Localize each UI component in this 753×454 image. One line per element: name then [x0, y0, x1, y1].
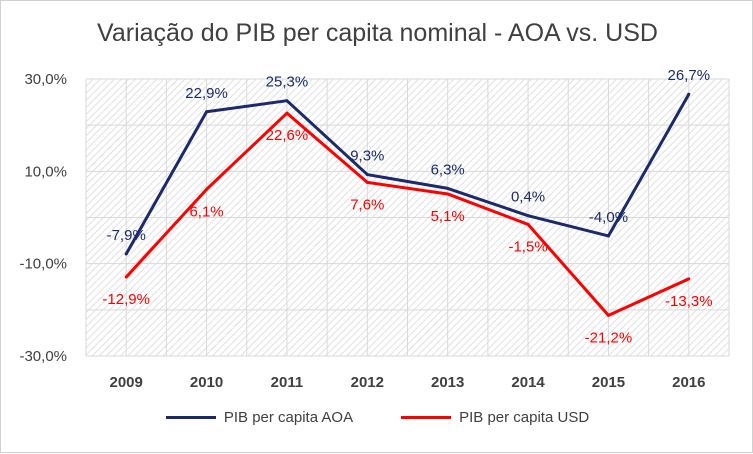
x-tick-label: 2012	[351, 374, 384, 391]
legend-item-aoa: PIB per capita AOA	[165, 409, 354, 426]
data-label: 6,3%	[431, 161, 465, 178]
x-tick-label: 2013	[431, 374, 464, 391]
data-label: -13,3%	[665, 293, 713, 310]
data-label: 0,4%	[511, 189, 545, 206]
series-line-usd	[125, 111, 690, 317]
x-tick-label: 2014	[511, 374, 545, 391]
data-point	[446, 192, 450, 196]
x-tick-label: 2009	[110, 374, 143, 391]
data-label: 5,1%	[431, 208, 465, 225]
data-label: 26,7%	[668, 67, 711, 84]
data-point	[285, 99, 289, 103]
x-tick-label: 2016	[672, 374, 705, 391]
data-point	[526, 214, 530, 218]
data-label: 22,6%	[266, 127, 309, 144]
data-point	[606, 234, 610, 238]
data-point	[687, 277, 691, 281]
data-label: -1,5%	[508, 238, 547, 255]
x-tick-label: 2010	[190, 374, 223, 391]
legend-label: PIB per capita AOA	[223, 409, 354, 426]
series-line-aoa	[124, 93, 691, 255]
data-label: -12,9%	[102, 291, 150, 308]
data-point	[205, 187, 209, 191]
chart-title: Variação do PIB per capita nominal - AOA…	[97, 19, 658, 47]
x-tick-label: 2015	[592, 374, 625, 391]
data-point	[124, 252, 128, 256]
data-point	[285, 111, 289, 115]
legend-label: PIB per capita USD	[459, 409, 590, 426]
x-tick-label: 2011	[271, 374, 304, 391]
data-point	[606, 313, 610, 317]
data-label: -21,2%	[585, 329, 633, 346]
data-label: 6,1%	[189, 203, 223, 220]
legend: PIB per capita AOA PIB per capita USD	[1, 409, 753, 426]
data-label: 7,6%	[350, 196, 384, 213]
data-label: 22,9%	[185, 85, 228, 102]
y-tick-label: 10,0%	[24, 163, 67, 180]
data-label: 25,3%	[266, 74, 309, 91]
data-point	[365, 173, 369, 177]
data-label: -4,0%	[589, 209, 628, 226]
y-tick-label: -10,0%	[19, 256, 67, 273]
legend-item-usd: PIB per capita USD	[401, 409, 589, 426]
data-point	[446, 186, 450, 190]
data-point	[687, 92, 691, 96]
data-point	[124, 275, 128, 279]
data-point	[205, 110, 209, 114]
data-point	[365, 180, 369, 184]
data-label: 9,3%	[350, 148, 384, 165]
legend-swatch	[401, 416, 452, 419]
y-tick-label: -30,0%	[19, 348, 67, 365]
data-label: -7,9%	[107, 227, 146, 244]
y-tick-label: 30,0%	[24, 71, 67, 88]
legend-swatch	[165, 416, 216, 419]
data-point	[526, 222, 530, 226]
